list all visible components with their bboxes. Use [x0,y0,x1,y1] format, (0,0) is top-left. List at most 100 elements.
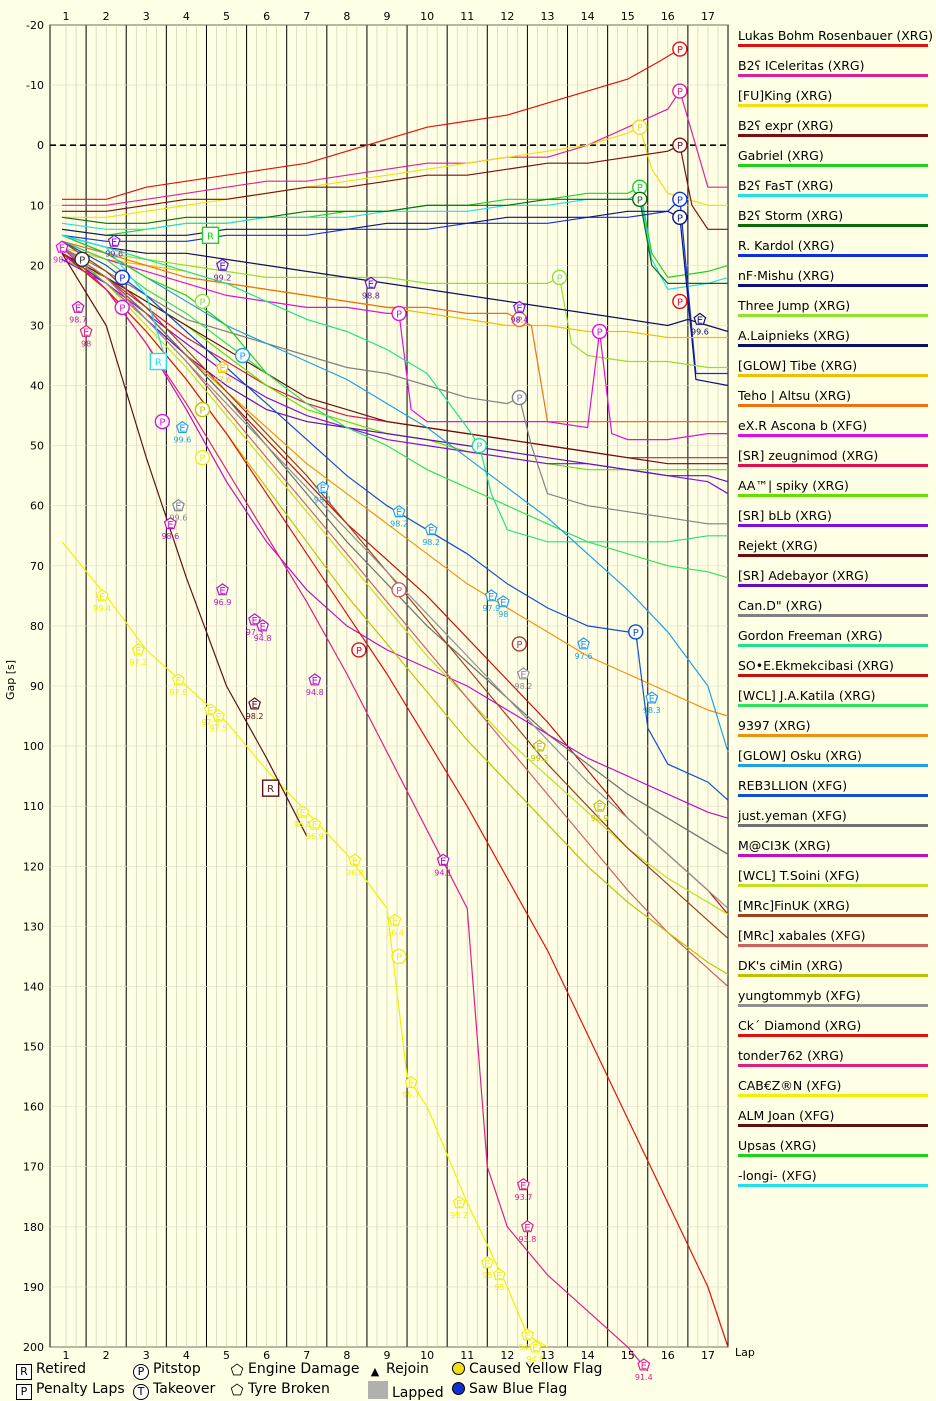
legend-label: [MRc]FinUK (XRG) [738,898,850,913]
engine-damage-marker [212,709,225,722]
pitstop-marker [672,41,688,57]
marker-symbol: E [520,670,526,681]
marker-E: E99.6 [691,312,709,336]
pitstop-marker [154,413,171,430]
engine-damage-marker [532,739,546,752]
legend-label: [SR] bLb (XRG) [738,508,832,523]
key-label: Lapped [392,1385,444,1401]
engine-damage-marker [308,817,322,830]
marker-symbol: E [368,279,374,290]
engine-damage-marker [216,360,229,373]
y-tick: -20 [26,19,44,32]
pitstop-marker [351,642,367,658]
pitstop-marker [628,624,644,640]
legend-item: nF·Mishu (XRG) [738,268,928,287]
pitstop-marker [391,305,407,322]
legend-color-line [738,224,928,227]
legend-label: M@CI3K (XRG) [738,838,831,853]
engine-damage-marker [436,853,450,866]
legend-color-line [738,644,928,647]
legend-color-line [738,1034,928,1037]
x-tick-top: 14 [581,10,595,23]
legend-color-line [738,344,928,347]
marker-value-label: 97.5 [202,718,220,727]
series-line-1 [62,89,728,206]
marker-value-label: 91.4 [635,1373,653,1382]
legend-label: B2ʕ Storm (XRG) [738,208,844,223]
series-line-33 [61,252,729,1348]
marker-symbol: E [215,712,221,723]
marker-P: P [74,251,90,268]
marker-symbol: P [240,352,246,363]
marker-E: E98.2 [246,697,264,721]
key-label: Retired [36,1361,87,1377]
engine-damage-marker [256,619,270,632]
legend-label: Can.D" (XRG) [738,598,823,613]
engine-damage-marker [296,805,310,818]
marker-P: P [672,137,688,153]
marker-value-label: 99.6 [169,514,187,523]
pitstop-marker [632,119,648,135]
key-label: Tyre Broken [248,1381,330,1397]
marker-symbol: E [83,327,89,338]
marker-E: E98.6 [53,240,71,264]
y-tick: 170 [23,1161,44,1174]
engine-damage-marker [424,523,438,536]
marker-symbol: E [219,364,225,375]
series-line-20 [61,234,728,543]
x-tick-bottom: 1 [63,1349,70,1362]
marker-symbol: E [135,646,141,657]
legend-label: [WCL] T.Soini (XFG) [738,868,860,883]
legend-item: B2ʕ ICeleritas (XRG) [738,58,928,77]
series-line-25 [61,240,729,801]
key-symbol-icon: ⬠ [230,1381,244,1399]
retired-marker [201,226,220,245]
marker-symbol: E [175,502,181,513]
key-symbol-icon: R [16,1364,32,1380]
pitstop-marker [511,389,528,406]
legend-label: [WCL] J.A.Katila (XRG) [738,688,876,703]
legend-color-line [738,674,928,677]
marker-E: E96.8 [346,853,364,877]
legend-label: Ck´ Diamond (XRG) [738,1018,862,1033]
legend-label: REB3LLION (XFG) [738,778,848,793]
series-line-17 [61,252,728,465]
series-line-6 [61,198,728,284]
engine-damage-marker [55,240,69,253]
legend-color-line [738,854,928,857]
marker-E: E96.9 [306,817,324,841]
marker-E: E97.6 [214,360,231,385]
key-symbol-icon: P [133,1364,149,1380]
legend-label: -longi- (XFG) [738,1168,817,1183]
marker-value-label: 95 [482,1271,492,1280]
pitstop-marker [672,83,688,99]
legend-color-line [738,704,928,707]
marker-symbol: P [199,297,205,308]
legend-item: Can.D" (XRG) [738,598,928,617]
x-tick-top: 11 [460,10,474,23]
legend-label: yungtommyb (XFG) [738,988,861,1003]
pitstop-marker [551,269,568,286]
marker-symbol: E [428,526,434,537]
marker-symbol: E [59,243,65,254]
x-tick-top: 7 [303,10,310,23]
legend-item: [WCL] T.Soini (XFG) [738,868,928,887]
engine-damage-marker [308,673,322,686]
marker-E: E95 [492,1268,506,1292]
legend-item: tonder762 (XRG) [738,1048,928,1067]
marker-symbol: E [352,856,358,867]
marker-value-label: 97.8 [169,688,187,697]
engine-damage-marker [593,799,607,812]
pitstop-marker [672,293,688,310]
marker-E: E95 [480,1256,494,1280]
engine-damage-marker [520,1328,534,1341]
pitstop-marker [194,449,211,466]
series-line-0 [62,48,681,200]
marker-E: E97.9 [482,589,500,613]
marker-value-label: 96.9 [306,832,324,841]
marker-E: E95.7 [402,1075,420,1100]
marker-symbol: P [677,213,683,224]
marker-value-label: 98.6 [161,532,179,541]
marker-value-label: 95.2 [450,1211,468,1220]
